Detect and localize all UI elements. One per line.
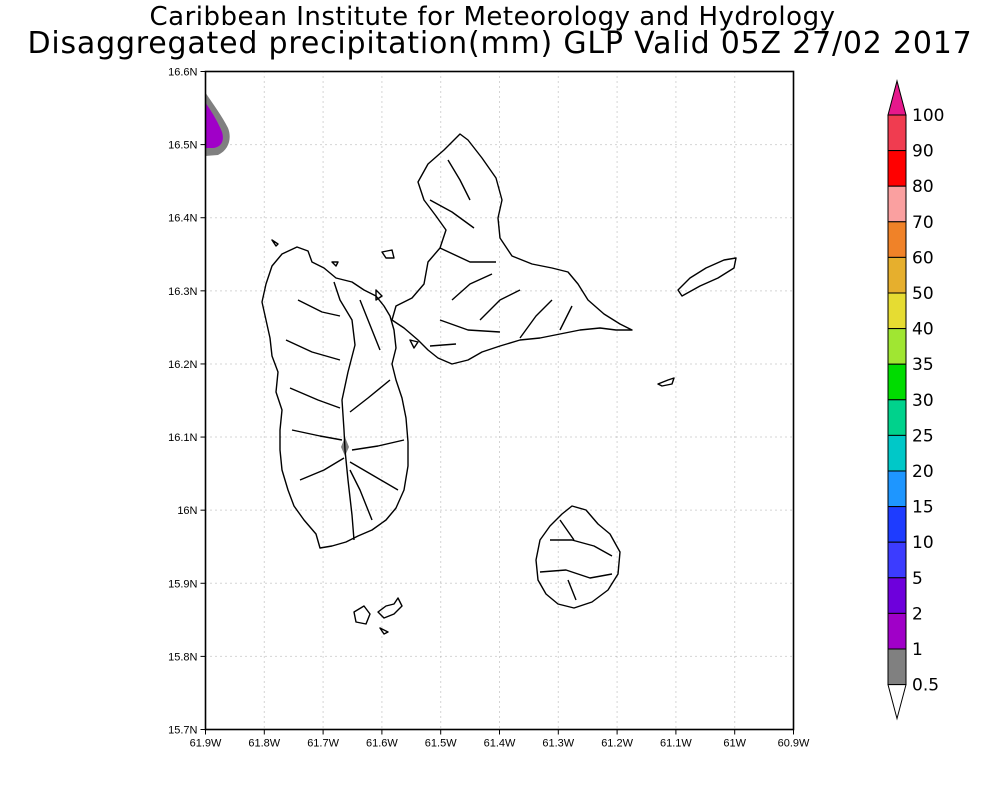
colorbar-label: 1 <box>912 640 923 660</box>
colorbar-label: 35 <box>912 355 934 375</box>
y-tick-label: 15.9N <box>168 578 197 590</box>
colorbar-swatch <box>887 150 907 187</box>
grid-lines <box>205 71 794 730</box>
colorbar-label: 10 <box>912 533 934 553</box>
x-tick-label: 61W <box>723 738 746 750</box>
x-tick-label: 61.9W <box>190 738 222 750</box>
y-tick-label: 16.4N <box>168 213 197 225</box>
colorbar-swatch <box>887 114 907 152</box>
y-tick-label: 16.2N <box>168 359 197 371</box>
grande-terre-outline <box>391 133 633 365</box>
x-tick-label: 61.8W <box>248 738 280 750</box>
colorbar-swatch <box>887 612 907 650</box>
y-tick-label: 16.1N <box>168 432 197 444</box>
colorbar-swatch <box>887 399 907 436</box>
colorbar-label: 20 <box>912 462 934 482</box>
colorbar-label: 2 <box>912 604 923 624</box>
title-line-1: Caribbean Institute for Meteorology and … <box>149 2 836 32</box>
colorbar-label: 5 <box>912 569 923 589</box>
y-axis-ticks: 16.6N 16.5N 16.4N 16.3N 16.2N 16.1N 16N 15.9N 15… <box>168 67 206 737</box>
precip-area-purple <box>205 102 223 148</box>
colorbar-swatch <box>887 470 907 508</box>
y-tick-label: 16.5N <box>168 140 197 152</box>
colorbar-swatch <box>887 292 907 330</box>
x-tick-label: 61.7W <box>307 738 339 750</box>
x-axis-ticks: 61.9W 61.8W 61.7W 61.6W 61.5W 61.4W 61.3W 61.2W… <box>190 729 810 750</box>
colorbar-swatch <box>887 185 907 223</box>
colorbar-label: 100 <box>912 106 944 126</box>
colorbar-swatch <box>887 256 907 294</box>
colorbar-label: 50 <box>912 284 934 304</box>
colorbar-label: 40 <box>912 320 934 340</box>
colorbar-swatch <box>887 328 907 365</box>
basse-terre-outline <box>261 246 409 549</box>
colorbar-swatch <box>887 79 907 116</box>
x-tick-label: 61.5W <box>425 738 457 750</box>
y-tick-label: 15.8N <box>168 651 197 663</box>
x-tick-label: 61.3W <box>542 738 574 750</box>
colorbar-swatch <box>887 684 907 721</box>
colorbar-label: 0.5 <box>912 676 939 696</box>
y-tick-label: 16.6N <box>168 67 197 79</box>
x-tick-label: 61.2W <box>601 738 633 750</box>
colorbar-label: 25 <box>912 426 934 446</box>
island-outlines <box>261 133 737 635</box>
colorbar-label: 90 <box>912 142 934 162</box>
colorbar-swatch <box>887 541 907 579</box>
colorbar-swatch <box>887 434 907 472</box>
x-tick-label: 60.9W <box>778 738 810 750</box>
x-tick-label: 61.4W <box>484 738 516 750</box>
y-tick-label: 16N <box>177 505 197 517</box>
les-saintes-outline <box>353 597 403 635</box>
colorbar-label: 60 <box>912 248 934 268</box>
colorbar-swatch <box>887 648 907 686</box>
colorbar-label: 15 <box>912 498 934 518</box>
x-tick-label: 61.1W <box>660 738 692 750</box>
x-tick-label: 61.6W <box>366 738 398 750</box>
marie-galante-outline <box>535 505 621 609</box>
colorbar-swatch <box>887 506 907 543</box>
petite-terre-outline <box>657 377 675 387</box>
colorbar-label: 30 <box>912 391 934 411</box>
y-tick-label: 15.7N <box>168 725 197 737</box>
colorbar-swatch <box>887 577 907 614</box>
title-line-2: Disaggregated precipitation(mm) GLP Vali… <box>27 26 973 61</box>
colorbar-label: 70 <box>912 213 934 233</box>
la-desirade-outline <box>677 257 737 297</box>
y-tick-label: 16.3N <box>168 286 197 298</box>
map-frame <box>204 70 795 731</box>
colorbar-swatch <box>887 221 907 258</box>
colorbar-swatch <box>887 363 907 401</box>
colorbar-label: 80 <box>912 177 934 197</box>
